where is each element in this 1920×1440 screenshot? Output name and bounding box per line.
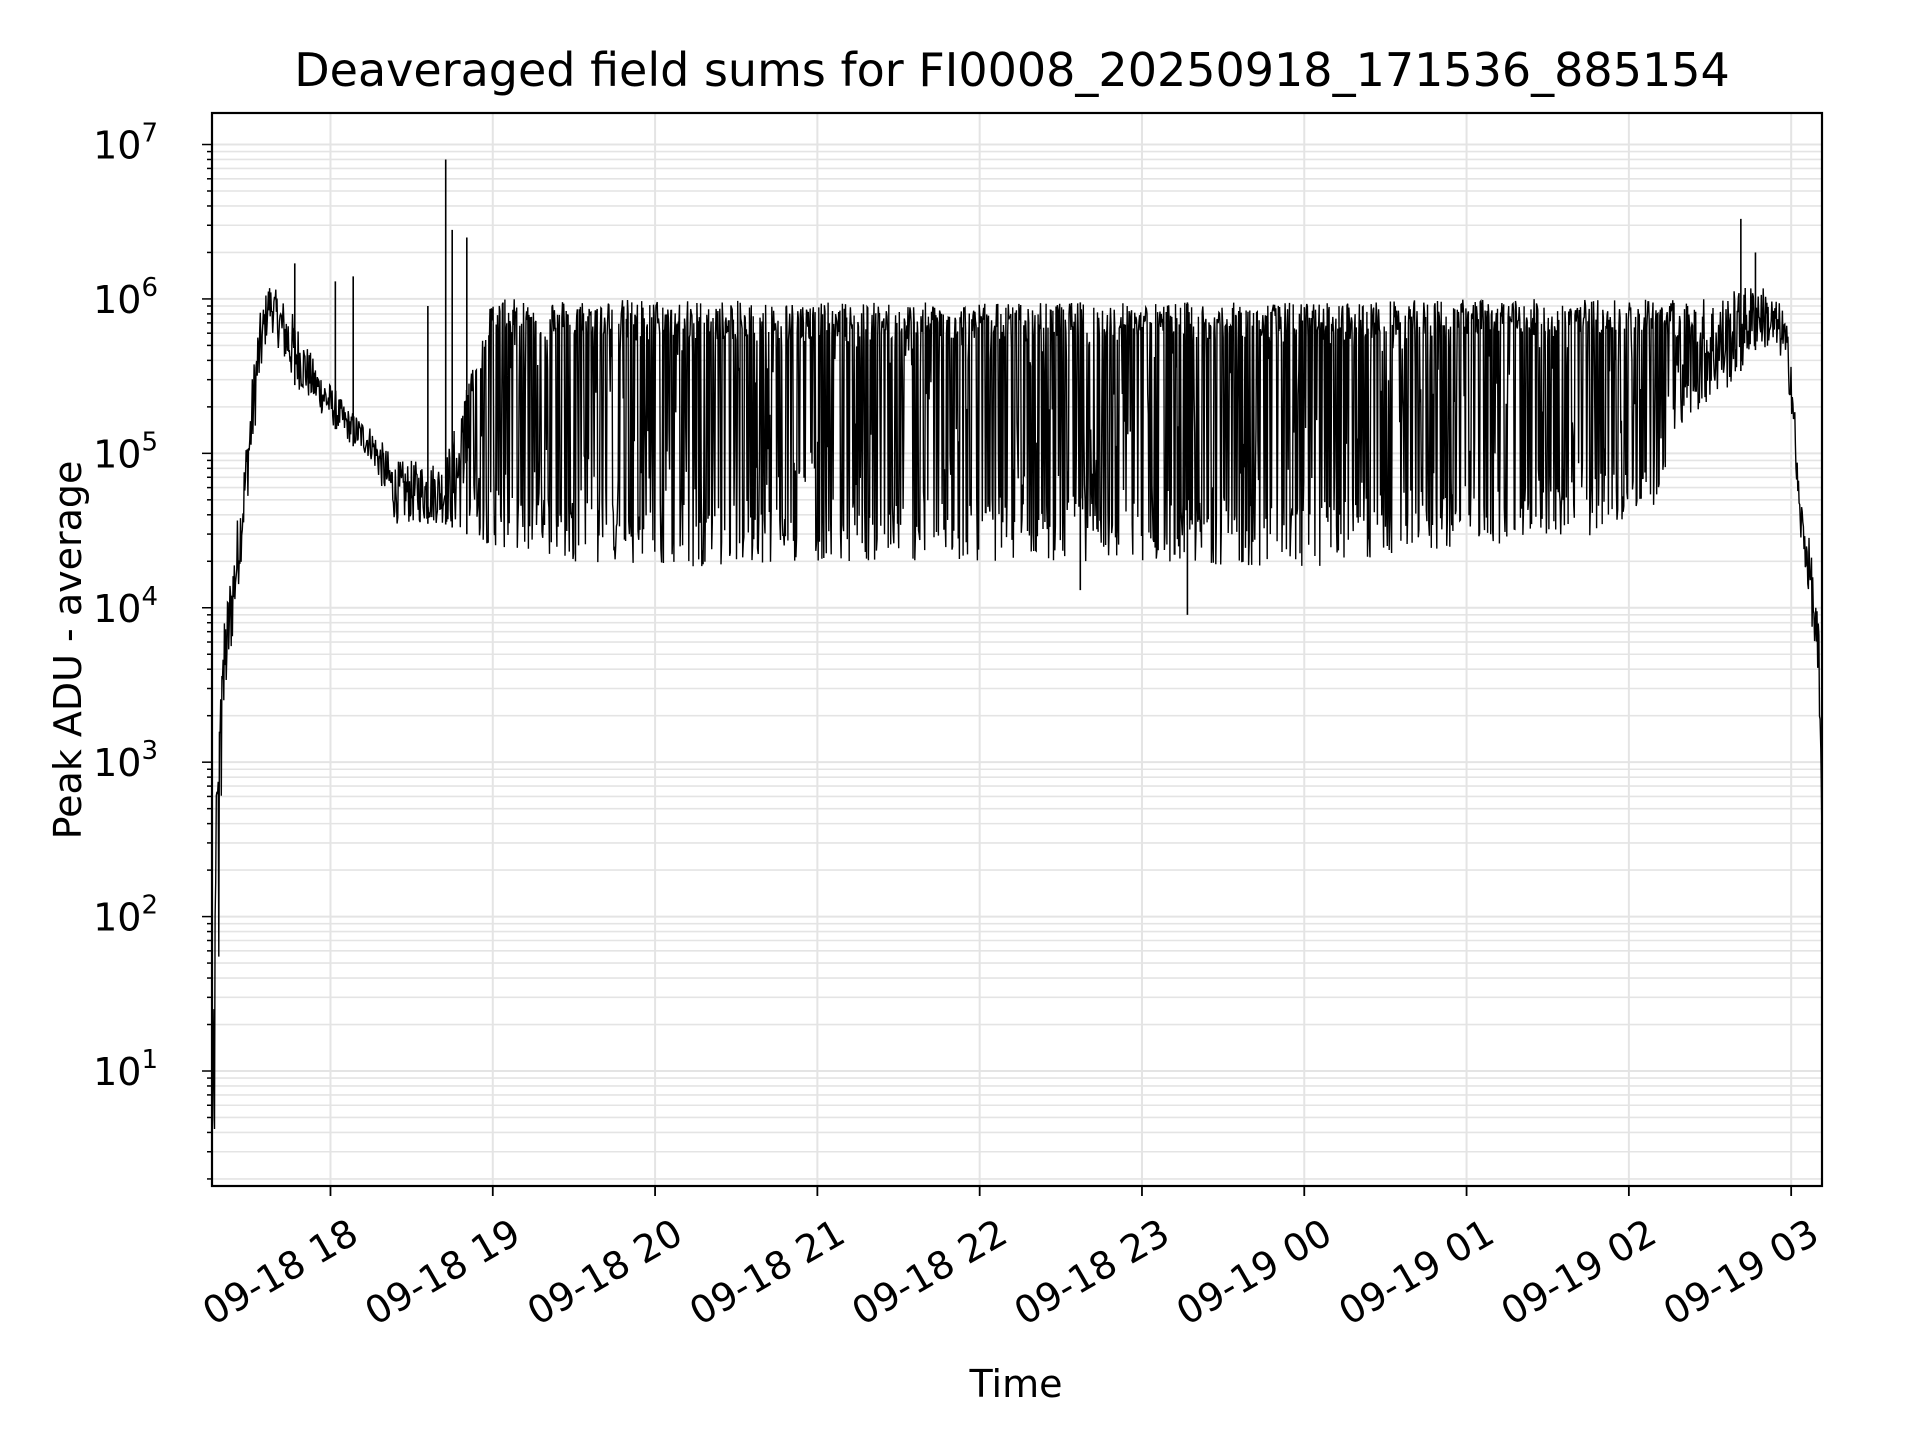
x-tick-label: 09-18 21 (682, 1210, 852, 1334)
y-tick-exponent: 1 (141, 1045, 158, 1075)
y-tick-base: 10 (93, 741, 141, 785)
x-tick-label: 09-18 22 (844, 1210, 1014, 1334)
y-tick-exponent: 4 (141, 582, 158, 612)
x-tick-label: 09-18 23 (1007, 1210, 1177, 1334)
chart-title: Deaveraged field sums for FI0008_2025091… (294, 43, 1730, 97)
plot-frame (210, 111, 1824, 1188)
x-tick-label: 09-18 18 (195, 1210, 365, 1334)
y-tick-label: 106 (93, 273, 158, 322)
x-tick-label: 09-18 20 (520, 1210, 690, 1334)
x-tick-label: 09-19 01 (1331, 1210, 1501, 1334)
y-tick-label: 107 (93, 119, 158, 168)
series-line (211, 159, 1823, 1136)
y-tick-label: 105 (93, 427, 158, 476)
x-tick-label: 09-18 19 (358, 1210, 528, 1334)
y-tick-base: 10 (93, 1050, 141, 1094)
y-tick-exponent: 5 (141, 427, 158, 457)
y-tick-base: 10 (93, 278, 141, 322)
y-tick-exponent: 3 (141, 736, 158, 766)
x-tick-label: 09-19 00 (1169, 1210, 1339, 1334)
y-tick-label: 104 (93, 582, 158, 631)
grid-lines (212, 113, 1822, 1186)
y-tick-exponent: 6 (141, 273, 158, 303)
x-axis-label: Time (969, 1362, 1063, 1406)
y-tick-base: 10 (93, 432, 141, 476)
y-tick-base: 10 (93, 124, 141, 168)
y-tick-label: 101 (93, 1045, 158, 1094)
y-axis-label: Peak ADU - average (46, 461, 90, 840)
series-path (211, 287, 1823, 1136)
y-tick-exponent: 2 (141, 891, 158, 921)
x-tick-label: 09-19 02 (1494, 1210, 1664, 1334)
x-tick-label: 09-19 03 (1656, 1210, 1826, 1334)
y-tick-label: 102 (93, 891, 158, 940)
y-tick-base: 10 (93, 896, 141, 940)
y-tick-base: 10 (93, 587, 141, 631)
y-tick-exponent: 7 (141, 119, 158, 149)
y-tick-label: 103 (93, 736, 158, 785)
